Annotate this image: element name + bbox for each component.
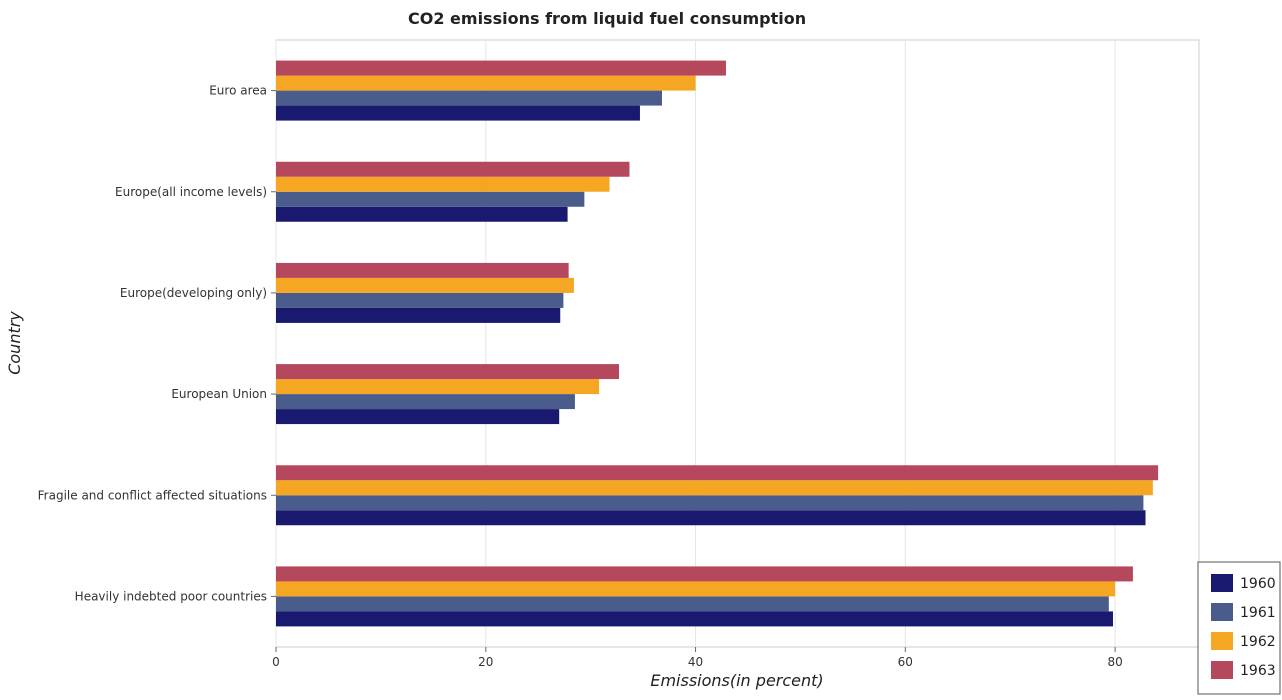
y-tick-label: Europe(developing only) [120, 286, 267, 300]
bar-1961 [276, 292, 564, 308]
bar-1961 [276, 191, 585, 207]
bar-1961 [276, 394, 575, 410]
x-tick-label: 60 [898, 655, 913, 669]
bar-1963 [276, 161, 630, 177]
y-tick-labels: Euro area Europe(all income levels) Europe… [38, 84, 276, 603]
bar-1962 [276, 480, 1153, 496]
bar-1963 [276, 364, 619, 380]
bars [276, 60, 1159, 627]
bar-1960 [276, 611, 1113, 627]
bar-1961 [276, 596, 1109, 612]
bar-1960 [276, 510, 1146, 526]
legend-label: 1963 [1240, 663, 1276, 679]
legend-swatch [1211, 661, 1233, 679]
x-axis-title: Emissions(in percent) [650, 671, 823, 690]
bar-1963 [276, 262, 569, 278]
x-tick-label: 20 [478, 655, 493, 669]
x-tick-label: 0 [272, 655, 280, 669]
bar-1963 [276, 60, 726, 76]
x-tick-label: 80 [1107, 655, 1122, 669]
y-tick-label: Heavily indebted poor countries [75, 589, 267, 603]
bar-1963 [276, 465, 1159, 481]
bar-1963 [276, 566, 1133, 582]
bar-1960 [276, 206, 568, 222]
bar-1962 [276, 176, 610, 192]
legend-label: 1960 [1240, 576, 1276, 592]
bar-1960 [276, 105, 640, 121]
plot-area [275, 39, 1200, 648]
y-tick-label: Euro area [209, 84, 267, 98]
y-axis-title: Country [5, 311, 24, 375]
bar-1962 [276, 379, 600, 395]
bar-1962 [276, 277, 574, 293]
legend-swatch [1211, 574, 1233, 592]
legend-label: 1962 [1240, 634, 1276, 650]
legend-label: 1961 [1240, 605, 1276, 621]
bar-1962 [276, 581, 1116, 597]
legend-swatch [1211, 632, 1233, 650]
bar-1961 [276, 495, 1144, 511]
bar-1961 [276, 90, 662, 106]
bar-1962 [276, 75, 696, 91]
bar-1960 [276, 409, 560, 425]
legend: 1960 1961 1962 1963 [1197, 561, 1281, 695]
y-tick-label: Europe(all income levels) [115, 185, 267, 199]
chart-title: CO2 emissions from liquid fuel consumpti… [408, 9, 806, 28]
y-tick-label: European Union [171, 387, 267, 401]
grid-lines [275, 40, 1116, 647]
x-tick-label: 40 [688, 655, 703, 669]
x-tick-labels: 0 20 40 60 80 [272, 647, 1123, 669]
bar-1960 [276, 307, 561, 323]
y-tick-label: Fragile and conflict affected situations [38, 488, 267, 502]
legend-swatch [1211, 603, 1233, 621]
